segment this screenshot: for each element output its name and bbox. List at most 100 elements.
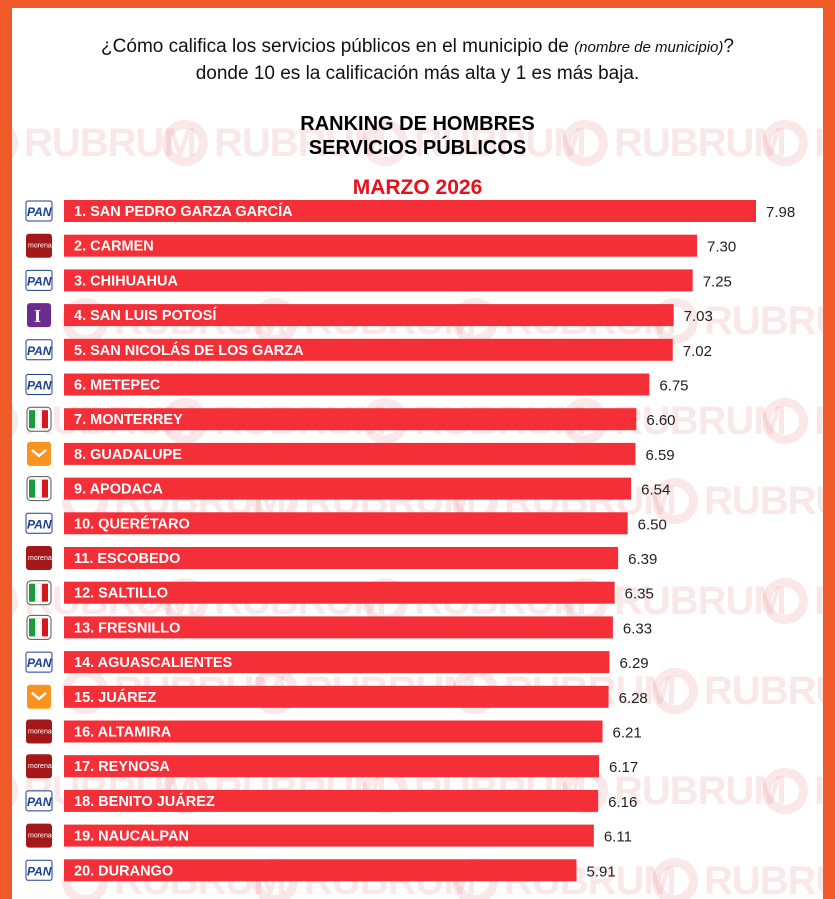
bar-row: 2. CARMEN 7.30 morena — [26, 233, 736, 258]
bar — [64, 304, 674, 327]
pri-logo-red — [42, 410, 48, 429]
bar — [64, 408, 637, 431]
pri-logo-white — [35, 479, 42, 498]
bar-label: 12. SALTILLO — [74, 586, 168, 602]
party-logo-icon: PAN — [25, 651, 53, 673]
bar-row: 6. METEPEC 6.75 PAN — [25, 373, 689, 396]
chart-title-line2: SERVICIOS PÚBLICOS — [308, 137, 527, 159]
bar — [64, 651, 610, 674]
value-label: 7.98 — [766, 204, 795, 221]
pan-logo-text: PAN — [27, 864, 52, 878]
bar — [64, 442, 636, 465]
bar — [64, 616, 613, 639]
morena-logo-box — [26, 546, 52, 570]
pan-logo-box — [25, 269, 53, 291]
bar — [64, 581, 615, 604]
pri-logo-red — [42, 618, 48, 637]
morena-logo-text: morena — [28, 243, 52, 250]
value-label: 6.33 — [623, 620, 652, 637]
value-label: 6.59 — [645, 447, 674, 464]
bar — [64, 234, 698, 257]
pri-logo-red — [42, 479, 48, 498]
mc-logo-bird — [31, 448, 47, 458]
bar — [64, 824, 594, 847]
morena-logo-box — [26, 754, 52, 779]
party-logo-icon — [26, 580, 52, 606]
bar-row: 16. ALTAMIRA 6.21 morena — [26, 719, 642, 744]
bar-label: 7. MONTERREY — [74, 412, 183, 428]
value-label: 6.21 — [613, 725, 642, 742]
mc-logo-box — [27, 441, 51, 466]
bar-row: 1. SAN PEDRO GARZA GARCÍA 7.98 PAN — [25, 200, 795, 222]
question-part1: ¿Cómo califica los servicios públicos en… — [101, 36, 575, 57]
party-logo-icon — [27, 441, 51, 466]
morena-logo-text: morena — [28, 833, 52, 840]
pri-logo-white — [35, 409, 42, 429]
bar-label: 19. NAUCALPAN — [74, 829, 189, 845]
pri-logo-white — [35, 618, 42, 637]
bar-label: 3. CHIHUAHUA — [74, 273, 178, 289]
pri-logo-green — [29, 410, 35, 429]
pan-logo-box — [25, 790, 53, 812]
morena-logo-text: morena — [28, 763, 52, 770]
bar-row: 4. SAN LUIS POTOSÍ 7.03 I — [27, 303, 713, 328]
party-logo-icon — [26, 476, 52, 502]
bar-row: 10. QUERÉTARO 6.50 PAN — [25, 512, 667, 535]
pan-logo-box — [25, 859, 53, 881]
value-label: 7.30 — [707, 239, 736, 256]
bar-row: 14. AGUASCALIENTES 6.29 PAN — [25, 651, 649, 674]
mc-logo-box — [27, 684, 51, 709]
pan-logo-text: PAN — [27, 274, 52, 288]
party-logo-icon: morena — [26, 719, 52, 744]
bar-row: 9. APODACA 6.54 — [26, 476, 670, 502]
bar — [64, 373, 650, 396]
pan-logo-text: PAN — [27, 517, 52, 531]
pan-logo-text: PAN — [27, 205, 52, 219]
party-logo-icon: PAN — [25, 269, 53, 291]
morena-logo-text: morena — [28, 555, 52, 562]
bar — [64, 200, 756, 222]
bar-label: 5. SAN NICOLÁS DE LOS GARZA — [74, 342, 304, 359]
chart-title: RANKING DE HOMBRES SERVICIOS PÚBLICOS — [12, 112, 823, 160]
bar — [64, 512, 628, 535]
question-part2: ? donde 10 es la calificación más alta y… — [195, 36, 734, 84]
party-logo-icon: morena — [26, 546, 52, 570]
bar-row: 5. SAN NICOLÁS DE LOS GARZA 7.02 PAN — [25, 338, 712, 361]
bar — [64, 859, 577, 882]
value-label: 7.03 — [684, 308, 713, 325]
pan-logo-box — [25, 339, 53, 361]
party-logo-icon: PAN — [25, 339, 53, 361]
pan-logo-box — [25, 200, 53, 222]
value-label: 6.29 — [619, 655, 648, 672]
party-logo-icon: PAN — [25, 374, 53, 395]
value-label: 6.11 — [604, 829, 632, 846]
pri-logo-green — [29, 618, 35, 637]
pri-logo-red — [42, 583, 48, 602]
pan-logo-box — [25, 374, 53, 395]
question-italic: (nombre de municipio) — [574, 39, 724, 56]
mc-logo-bird — [31, 691, 47, 701]
bar-label: 15. JUÁREZ — [74, 689, 156, 706]
bar-row: 17. REYNOSA 6.17 morena — [26, 754, 638, 779]
party-logo-icon — [26, 406, 52, 432]
independiente-logo-text: I — [34, 306, 41, 326]
bar — [64, 685, 609, 708]
pan-logo-text: PAN — [27, 656, 52, 670]
bar-row: 13. FRESNILLO 6.33 — [26, 614, 652, 640]
party-logo-icon: morena — [26, 233, 52, 258]
bar-label: 9. APODACA — [74, 482, 163, 498]
value-label: 7.02 — [683, 343, 712, 360]
morena-logo-text: morena — [28, 729, 52, 736]
value-label: 6.16 — [608, 794, 637, 811]
bar-label: 20. DURANGO — [74, 863, 173, 879]
bar-label: 4. SAN LUIS POTOSÍ — [74, 307, 217, 324]
pri-logo-green — [29, 583, 35, 602]
bar-row: 3. CHIHUAHUA 7.25 PAN — [25, 269, 732, 292]
bar — [64, 338, 673, 361]
bar-label: 16. ALTAMIRA — [74, 725, 172, 741]
pan-logo-text: PAN — [27, 379, 52, 393]
bar — [64, 269, 693, 292]
bar-row: 20. DURANGO 5.91 PAN — [25, 859, 616, 882]
chart-title-line1: RANKING DE HOMBRES — [300, 113, 535, 135]
pan-logo-box — [25, 651, 53, 673]
